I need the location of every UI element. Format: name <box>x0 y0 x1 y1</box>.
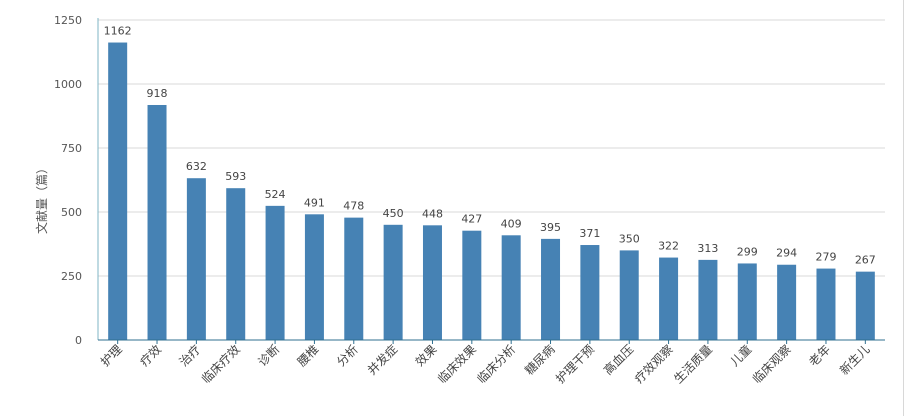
bar <box>383 224 403 340</box>
x-tick-label: 分析 <box>334 342 361 369</box>
y-tick-label: 1000 <box>54 78 82 91</box>
x-tick-label: 高血压 <box>600 342 636 378</box>
x-tick-label: 新生儿 <box>836 342 872 378</box>
bar <box>541 238 561 340</box>
data-label: 1162 <box>104 25 132 38</box>
y-tick-label: 0 <box>75 334 82 347</box>
x-tick-label: 临床疗效 <box>198 342 243 387</box>
y-tick-label: 750 <box>61 142 82 155</box>
bar <box>108 42 128 340</box>
x-tick-label: 并发症 <box>364 342 400 378</box>
x-tick-label: 临床分析 <box>474 342 518 386</box>
bar <box>698 259 718 340</box>
x-tick-label: 疗效 <box>137 342 165 370</box>
data-label: 478 <box>343 200 364 213</box>
bar <box>344 217 364 340</box>
data-label: 918 <box>147 87 168 100</box>
data-label: 524 <box>265 188 286 201</box>
bar <box>737 263 757 340</box>
x-tick-label: 儿童 <box>727 342 755 370</box>
bar <box>855 271 875 340</box>
grid-lines <box>98 19 885 277</box>
data-label: 448 <box>422 207 443 220</box>
bar <box>304 214 324 340</box>
bar <box>659 257 679 340</box>
data-label: 491 <box>304 196 325 209</box>
x-tick-label: 临床效果 <box>434 342 479 387</box>
bars <box>108 42 875 340</box>
y-axis-title: 文献量（篇） <box>34 162 49 234</box>
data-label: 279 <box>815 251 836 264</box>
data-label: 350 <box>619 232 640 245</box>
x-tick-label: 治疗 <box>177 342 204 369</box>
y-tick-label: 250 <box>61 270 82 283</box>
bar <box>501 235 521 340</box>
data-label: 322 <box>658 240 679 253</box>
x-tick-label: 腰椎 <box>294 342 322 370</box>
x-tick-label: 护理干预 <box>553 342 597 386</box>
x-tick-label: 疗效观察 <box>631 342 676 387</box>
x-tick-label: 诊断 <box>255 342 283 370</box>
frame-border <box>903 0 904 416</box>
bar <box>816 268 836 340</box>
data-label: 450 <box>383 207 404 220</box>
bar <box>462 230 482 340</box>
bar <box>580 245 600 340</box>
y-tick-label: 500 <box>61 206 82 219</box>
data-label: 371 <box>579 227 600 240</box>
data-label: 427 <box>461 213 482 226</box>
data-label: 294 <box>776 247 797 260</box>
data-label: 395 <box>540 221 561 234</box>
data-label: 593 <box>225 170 246 183</box>
y-tick-label: 1250 <box>54 14 82 27</box>
x-tick-label: 效果 <box>412 342 440 370</box>
x-tick-label: 糖尿病 <box>522 342 558 378</box>
bar <box>619 250 639 340</box>
data-labels: 1162 918 632 593 524 491 478 450 448 427 409 395 371… <box>104 25 876 267</box>
x-tick-label: 护理 <box>98 342 125 369</box>
x-tick-label: 生活质量 <box>671 342 715 386</box>
bar <box>226 188 246 340</box>
data-label: 299 <box>737 245 758 258</box>
data-label: 409 <box>501 217 522 230</box>
bar <box>147 104 167 340</box>
bar <box>422 225 442 340</box>
x-tick-label: 临床观察 <box>750 342 794 386</box>
x-tick-label: 老年 <box>806 342 833 369</box>
data-label: 267 <box>855 254 876 267</box>
bar <box>186 178 206 340</box>
bar <box>265 205 285 340</box>
bar <box>777 264 797 340</box>
data-label: 313 <box>697 242 718 255</box>
data-label: 632 <box>186 160 207 173</box>
